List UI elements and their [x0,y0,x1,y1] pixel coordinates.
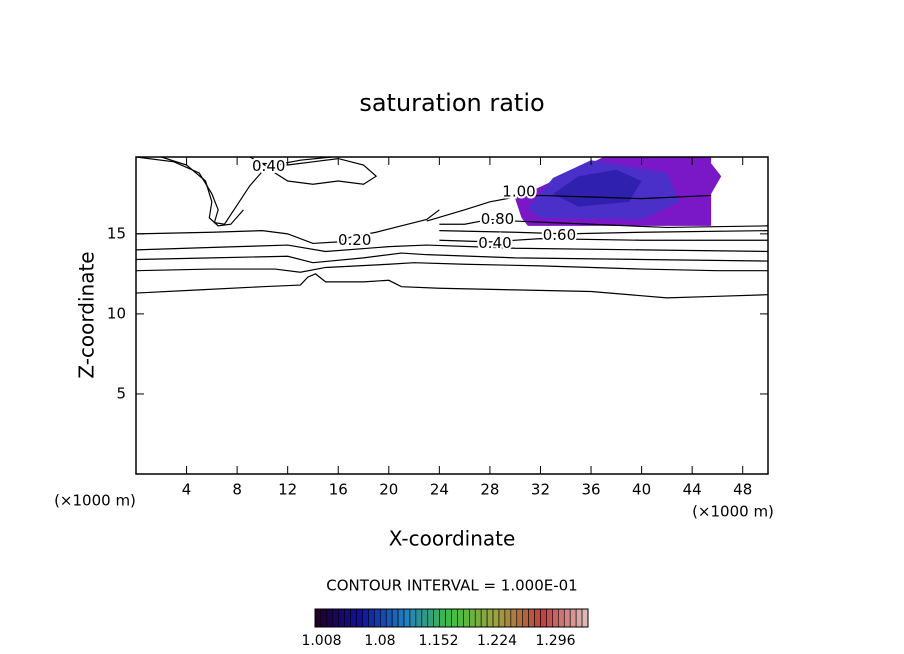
colorbar-stripe [451,608,458,628]
y-tick-label: 10 [107,304,126,322]
colorbar-stripe [522,608,529,628]
x-tick-label: 36 [581,481,600,499]
colorbar-stripe [368,608,375,628]
colorbar-frame [314,608,589,628]
contour-line [135,209,440,245]
contour-line [135,156,332,225]
colorbar-stripe [534,608,541,628]
contour-line [439,218,769,229]
colorbar-stripe [486,608,494,628]
contour-label: 0.60 [543,226,576,244]
colorbar-stripe [350,608,357,628]
x-tick-label: 16 [329,481,348,499]
contour-line [426,194,712,222]
colorbar-stripe [320,608,328,628]
colorbar-stripe [344,608,351,628]
colorbar-stripe [463,608,470,628]
contour-label: 0.80 [481,210,514,228]
contour-line [135,244,769,253]
colorbar-stripe [558,608,565,628]
colorbar-tick-label: 1.08 [364,633,395,649]
colorbar-stripe [374,608,381,628]
colorbar-stripe [385,608,393,628]
colorbar-stripe [314,608,322,628]
contour-interval: CONTOUR INTERVAL = 1.000E-01 [326,577,577,595]
contour-line [439,238,768,243]
x-tick-label: 40 [632,481,651,499]
colorbar-tick-label: 1.224 [477,633,517,649]
contour-line [135,273,769,299]
colorbar-stripe [540,608,547,628]
y-unit-label: (×1000 m) [54,492,136,510]
colorbar-stripe [498,608,506,628]
colorbar-stripe [391,608,399,628]
x-tick-label: 20 [379,481,398,499]
colorbar-stripe [563,608,571,628]
colorbar-stripe [510,608,518,628]
contour-label: 0.20 [338,231,371,249]
x-tick-label: 12 [278,481,297,499]
colorbar-tick-label: 1.008 [301,633,341,649]
colorbar-stripe [403,608,411,628]
contour-label: 0.40 [252,157,285,175]
colorbar-stripe [415,608,423,628]
contour-label: 0.40 [478,234,511,252]
colorbar-stripe [469,608,476,628]
colorbar-stripe [397,608,405,628]
colorbar-stripe [581,608,589,628]
colorbar-stripe [528,608,535,628]
colorbar-stripe [362,608,369,628]
colorbar-stripe [569,608,577,628]
contour-line [249,156,378,185]
colorbar-stripe [575,608,583,628]
colorbar-stripe [326,608,334,628]
colorbar-stripe [480,608,488,628]
colorbar-stripe [492,608,500,628]
colorbar-stripe [474,608,482,628]
colorbar-stripe [546,608,553,628]
x-tick-label: 44 [683,481,702,499]
contour-line [161,156,244,227]
colorbar-stripe [445,608,452,628]
contour-line [439,230,769,235]
colorbar-stripe [457,608,464,628]
colorbar-stripe [433,608,440,628]
colorbar-stripe [379,608,387,628]
colorbar-stripe [439,608,446,628]
chart-title: saturation ratio [359,89,544,117]
colorbar-stripe [409,608,417,628]
colorbar-stripe [332,608,340,628]
colorbar-stripe [516,608,524,628]
x-unit-label: (×1000 m) [692,503,774,521]
colorbar-stripe [504,608,512,628]
x-tick-label: 48 [733,481,752,499]
contour-label: 1.00 [502,183,535,201]
colorbar-tick-label: 1.296 [535,633,575,649]
colorbar-stripe [338,608,345,628]
plot-frame [135,156,769,475]
x-tick-label: 8 [232,481,242,499]
contour-line [135,252,769,264]
colorbar-stripe [427,608,434,628]
x-tick-label: 4 [182,481,192,499]
x-tick-label: 28 [480,481,499,499]
y-tick-label: 15 [107,224,126,242]
y-axis-label: Z-coordinate [75,251,99,378]
colorbar-tick-label: 1.152 [418,633,458,649]
x-tick-label: 32 [531,481,550,499]
colorbar-stripe [421,608,429,628]
x-axis-label: X-coordinate [389,527,516,551]
x-tick-label: 24 [430,481,449,499]
colorbar-stripe [356,608,363,628]
colorbar-stripe [552,608,559,628]
y-tick-label: 5 [116,384,126,402]
contour-line [135,262,768,273]
